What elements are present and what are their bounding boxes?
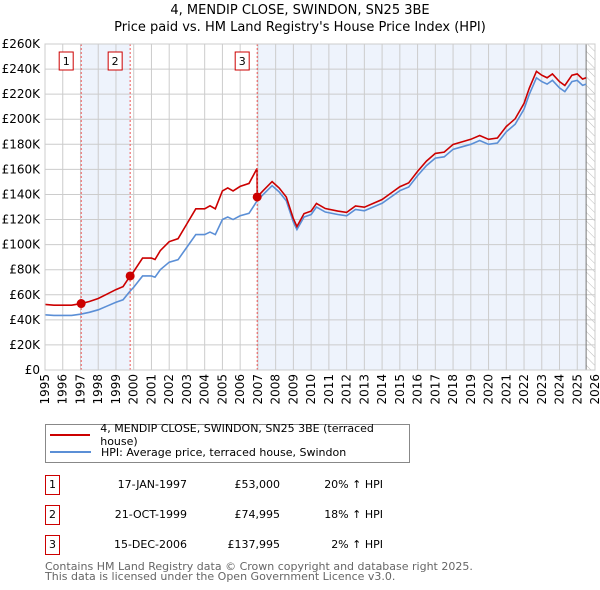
y-tick-label: £140K: [2, 187, 42, 201]
sale-row: 3 15-DEC-2006 £137,995 2% ↑ HPI: [45, 535, 445, 555]
x-tick-label: 1996: [56, 374, 70, 405]
x-tick-label: 2013: [357, 374, 371, 405]
sale-label: 3: [239, 55, 246, 68]
x-tick-label: 1997: [73, 374, 87, 405]
x-tick-label: 2019: [464, 374, 478, 405]
y-tick-label: £240K: [2, 62, 42, 76]
sale-label-box: [58, 51, 74, 71]
y-tick-label: £160K: [2, 162, 42, 176]
x-tick-label: 2025: [570, 374, 584, 405]
x-tick-label: 2020: [482, 374, 496, 405]
sale-label: 1: [63, 55, 70, 68]
legend: 4, MENDIP CLOSE, SWINDON, SN25 3BE (terr…: [45, 422, 410, 463]
x-tick-label: 1995: [38, 374, 52, 405]
x-tick-label: 2007: [251, 374, 265, 405]
sale-hpi-diff: 2% ↑ HPI: [331, 538, 383, 551]
sale-marker-badge: 2: [45, 505, 60, 525]
sale-hpi-diff: 20% ↑ HPI: [324, 478, 383, 491]
x-tick-label: 2003: [180, 374, 194, 405]
y-tick-label: £40K: [9, 313, 41, 327]
x-tick-label: 1999: [109, 374, 123, 405]
sale-point: [76, 299, 86, 309]
footer-copyright: Contains HM Land Registry data © Crown c…: [45, 560, 473, 573]
legend-item-hpi: HPI: Average price, terraced house, Swin…: [50, 444, 346, 460]
x-tick-label: 2001: [144, 374, 158, 405]
sale-row: 1 17-JAN-1997 £53,000 20% ↑ HPI: [45, 475, 445, 495]
sale-label: 2: [112, 55, 119, 68]
x-tick-label: 2022: [517, 374, 531, 405]
x-tick-label: 2024: [553, 374, 567, 405]
y-tick-label: £0: [25, 363, 40, 377]
sale-marker-badge: 3: [45, 535, 60, 555]
sale-marker-badge: 1: [45, 475, 60, 495]
footer-licence: This data is licensed under the Open Gov…: [45, 570, 396, 583]
x-tick-label: 2008: [269, 374, 283, 405]
x-tick-label: 2006: [233, 374, 247, 405]
shaded-period: [257, 44, 587, 370]
sale-label-box: [234, 51, 250, 71]
legend-swatch-hpi: [50, 451, 91, 453]
sale-date: 15-DEC-2006: [113, 538, 187, 551]
x-tick-label: 2026: [588, 374, 600, 405]
sale-price: £53,000: [234, 478, 281, 491]
x-tick-label: 2014: [375, 374, 389, 405]
x-tick-label: 2017: [428, 374, 442, 405]
hpi-line: [44, 76, 587, 317]
plot-border: [44, 43, 596, 371]
sale-point: [125, 271, 135, 281]
shaded-period: [81, 44, 131, 370]
y-tick-label: £60K: [9, 288, 41, 302]
chart-title: 4, MENDIP CLOSE, SWINDON, SN25 3BE: [170, 3, 430, 18]
sale-point: [252, 192, 262, 202]
x-tick-label: 1998: [91, 374, 105, 405]
x-tick-label: 2016: [411, 374, 425, 405]
x-tick-label: 2010: [304, 374, 318, 405]
x-tick-label: 2023: [535, 374, 549, 405]
x-tick-label: 2002: [162, 374, 176, 405]
sale-date: 21-OCT-1999: [114, 508, 187, 521]
y-tick-label: £200K: [2, 112, 42, 126]
sale-hpi-diff: 18% ↑ HPI: [324, 508, 383, 521]
plot-area: £0 £20K £40K £60K £80K £100K £120K £140K £160K £1…: [2, 37, 600, 405]
y-tick-label: £80K: [9, 263, 41, 277]
x-tick-label: 2005: [215, 374, 229, 405]
legend-item-property: 4, MENDIP CLOSE, SWINDON, SN25 3BE (terr…: [50, 422, 409, 448]
sale-price: £74,995: [234, 508, 281, 521]
sale-row: 2 21-OCT-1999 £74,995 18% ↑ HPI: [45, 505, 445, 525]
x-tick-label: 2012: [340, 374, 354, 405]
y-tick-label: £100K: [2, 238, 42, 252]
x-tick-label: 2018: [446, 374, 460, 405]
x-tick-label: 2000: [127, 374, 141, 405]
sale-price: £137,995: [227, 538, 281, 551]
future-hatch: [586, 44, 595, 370]
legend-label-hpi: HPI: Average price, terraced house, Swin…: [101, 445, 347, 459]
sale-label-box: [107, 51, 123, 71]
x-tick-label: 2011: [322, 374, 336, 405]
x-tick-label: 2021: [499, 374, 513, 405]
y-tick-label: £120K: [2, 213, 42, 227]
legend-swatch-property: [50, 434, 91, 436]
y-tick-label: £260K: [2, 37, 42, 51]
legend-label-property: 4, MENDIP CLOSE, SWINDON, SN25 3BE (terr…: [100, 422, 374, 448]
x-tick-label: 2004: [198, 374, 212, 405]
x-tick-label: 2015: [393, 374, 407, 405]
y-tick-label: £180K: [2, 137, 42, 151]
y-tick-label: £220K: [2, 87, 42, 101]
x-tick-label: 2009: [286, 374, 300, 405]
sale-date: 17-JAN-1997: [117, 478, 187, 491]
y-tick-label: £20K: [9, 338, 41, 352]
chart-subtitle: Price paid vs. HM Land Registry's House …: [114, 20, 486, 35]
